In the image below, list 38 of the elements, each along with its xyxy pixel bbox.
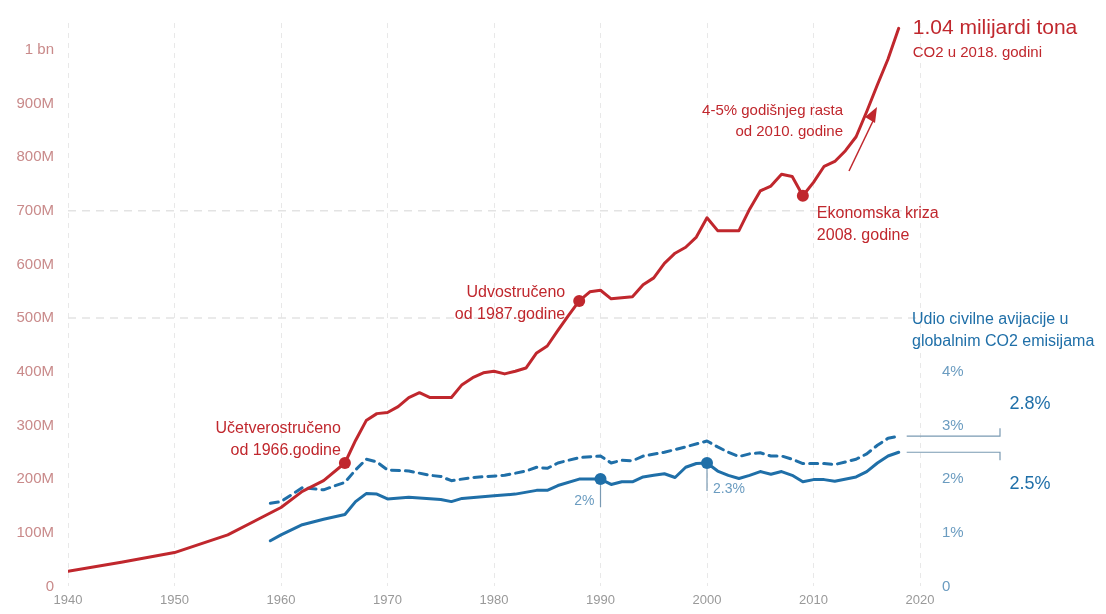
annotation: Udvostručeno od 1987.godine xyxy=(454,283,566,323)
x-tick-label: 1990 xyxy=(586,591,615,607)
data-label: 2.3% xyxy=(713,479,745,496)
x-tick-label: 2000 xyxy=(692,591,722,607)
data-label: 2% xyxy=(574,491,595,508)
point xyxy=(338,456,351,469)
data-label: 2.5% xyxy=(1009,473,1051,494)
data-label: 2.8% xyxy=(1009,393,1051,414)
y2-axis-title: Udio civilne avijacije u globalnim CO2 emisijama xyxy=(912,309,1095,349)
x-tick-label: 1940 xyxy=(53,591,83,607)
x-tick-label: 1980 xyxy=(479,591,509,607)
y-tick-label: 800M xyxy=(16,147,54,165)
y-tick-label: 600M xyxy=(16,254,54,272)
annotation: Ekonomska kriza 2008. godine xyxy=(816,204,939,244)
y-tick-label: 900M xyxy=(16,93,54,111)
y-tick-label: 200M xyxy=(16,469,54,487)
annotation: 1.04 milijardi tona CO2 u 2018. godini xyxy=(912,15,1078,60)
x-tick-label: 2020 xyxy=(905,591,935,607)
y2-tick-label: 0 xyxy=(942,576,951,594)
annotation: 4-5% godišnjeg rasta od 2010. godine xyxy=(702,101,844,140)
y2-tick-label: 2% xyxy=(942,469,964,487)
annotation: Učetverostručeno od 1966.godine xyxy=(215,419,341,459)
x-tick-label: 1970 xyxy=(373,591,402,607)
y-tick-label: 0 xyxy=(45,576,54,594)
x-tick-label: 1950 xyxy=(160,591,189,607)
y2-tick-label: 3% xyxy=(942,415,964,433)
x-tick-label: 1960 xyxy=(266,591,296,607)
y2-tick-label: 4% xyxy=(942,361,964,379)
y-tick-label: 1 bn xyxy=(24,39,54,57)
point xyxy=(573,294,586,307)
y2-tick-label: 1% xyxy=(942,522,964,540)
point xyxy=(796,189,809,202)
y-tick-label: 100M xyxy=(16,522,54,540)
x-tick-label: 2010 xyxy=(799,591,828,607)
y-tick-label: 500M xyxy=(16,308,54,326)
y-tick-label: 400M xyxy=(16,361,54,379)
y-tick-label: 700M xyxy=(16,200,54,218)
y-tick-label: 300M xyxy=(16,415,54,433)
